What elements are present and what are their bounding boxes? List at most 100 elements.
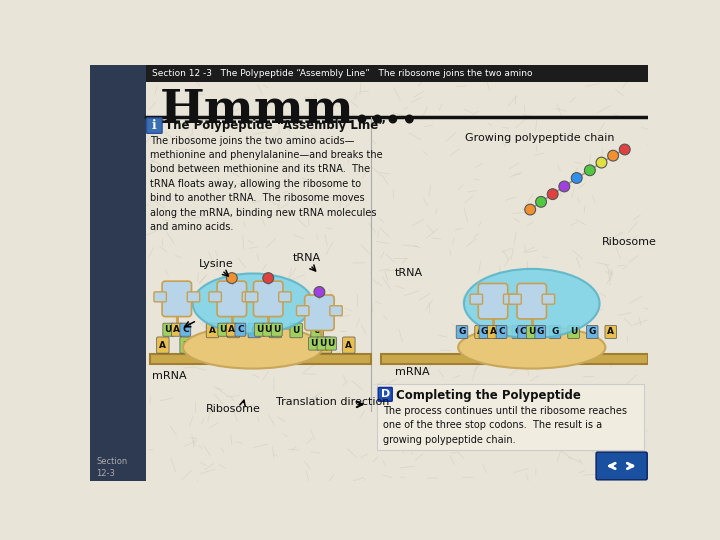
FancyBboxPatch shape xyxy=(273,337,285,353)
Text: C: C xyxy=(515,327,521,336)
Text: A: A xyxy=(490,327,497,336)
Text: The ribosome joins the two amino acids—
methionine and phenylalanine—and breaks : The ribosome joins the two amino acids— … xyxy=(150,136,383,232)
FancyBboxPatch shape xyxy=(542,294,554,304)
Text: G: G xyxy=(481,327,488,336)
Text: tRNA: tRNA xyxy=(293,253,321,264)
FancyBboxPatch shape xyxy=(290,323,302,338)
FancyBboxPatch shape xyxy=(180,323,191,336)
Text: C: C xyxy=(276,341,282,349)
Circle shape xyxy=(571,173,582,184)
Bar xyxy=(150,354,372,364)
Text: Section 12 -3   The Polypeptide “Assembly Line”   The ribosome joins the two ami: Section 12 -3 The Polypeptide “Assembly … xyxy=(152,69,533,78)
FancyBboxPatch shape xyxy=(157,337,169,353)
Text: G: G xyxy=(588,327,596,336)
FancyBboxPatch shape xyxy=(309,337,320,350)
Circle shape xyxy=(608,150,618,161)
FancyBboxPatch shape xyxy=(226,337,239,353)
Circle shape xyxy=(263,273,274,284)
Text: Growing polypeptide chain: Growing polypeptide chain xyxy=(464,133,614,143)
FancyBboxPatch shape xyxy=(509,294,521,304)
Text: U: U xyxy=(256,325,264,334)
FancyBboxPatch shape xyxy=(228,323,240,338)
FancyBboxPatch shape xyxy=(496,326,507,339)
Bar xyxy=(145,65,648,82)
Text: A: A xyxy=(322,341,329,349)
FancyBboxPatch shape xyxy=(549,326,561,339)
FancyBboxPatch shape xyxy=(248,323,261,338)
Circle shape xyxy=(314,287,325,298)
FancyBboxPatch shape xyxy=(250,337,262,353)
Text: U: U xyxy=(165,325,172,334)
Text: mRNA: mRNA xyxy=(395,367,429,376)
Text: U: U xyxy=(313,326,321,335)
Text: U: U xyxy=(533,327,540,336)
Text: U: U xyxy=(252,341,259,349)
FancyBboxPatch shape xyxy=(154,292,166,302)
Text: A: A xyxy=(230,326,237,335)
Ellipse shape xyxy=(464,269,600,338)
FancyBboxPatch shape xyxy=(531,326,542,339)
FancyBboxPatch shape xyxy=(235,323,246,336)
Text: A: A xyxy=(477,327,484,336)
Text: U: U xyxy=(182,341,190,349)
FancyBboxPatch shape xyxy=(217,281,246,316)
FancyBboxPatch shape xyxy=(493,326,505,339)
FancyBboxPatch shape xyxy=(605,326,616,339)
FancyBboxPatch shape xyxy=(243,292,255,302)
Text: A: A xyxy=(209,326,216,335)
Text: The Polypeptide “Assembly Line”: The Polypeptide “Assembly Line” xyxy=(165,119,386,132)
Circle shape xyxy=(585,165,595,176)
Text: A: A xyxy=(174,325,180,334)
FancyBboxPatch shape xyxy=(470,294,482,304)
FancyBboxPatch shape xyxy=(503,294,516,304)
Text: D: D xyxy=(381,389,390,400)
FancyBboxPatch shape xyxy=(517,284,546,319)
FancyBboxPatch shape xyxy=(330,306,342,316)
Text: G: G xyxy=(206,341,213,349)
FancyBboxPatch shape xyxy=(512,326,523,339)
FancyBboxPatch shape xyxy=(209,292,221,302)
Text: U: U xyxy=(528,327,536,336)
Text: Completing the Polypeptide: Completing the Polypeptide xyxy=(396,389,581,402)
Text: U: U xyxy=(229,341,236,349)
Circle shape xyxy=(536,197,546,207)
FancyBboxPatch shape xyxy=(378,387,392,401)
Text: A: A xyxy=(607,327,614,336)
Text: C: C xyxy=(520,327,526,336)
FancyBboxPatch shape xyxy=(187,292,199,302)
FancyBboxPatch shape xyxy=(586,326,598,339)
Circle shape xyxy=(596,157,607,168)
Text: A: A xyxy=(159,341,166,349)
FancyBboxPatch shape xyxy=(254,323,265,336)
FancyBboxPatch shape xyxy=(206,323,219,338)
Ellipse shape xyxy=(458,326,606,369)
FancyBboxPatch shape xyxy=(474,326,487,339)
Text: U: U xyxy=(264,325,272,334)
FancyBboxPatch shape xyxy=(180,337,192,353)
FancyBboxPatch shape xyxy=(226,323,238,336)
FancyBboxPatch shape xyxy=(526,326,537,339)
FancyBboxPatch shape xyxy=(568,326,580,339)
FancyBboxPatch shape xyxy=(325,337,336,350)
Text: G: G xyxy=(251,326,258,335)
FancyBboxPatch shape xyxy=(147,118,162,133)
FancyBboxPatch shape xyxy=(253,281,283,316)
Text: Ribosome: Ribosome xyxy=(206,403,261,414)
FancyBboxPatch shape xyxy=(518,326,528,339)
Ellipse shape xyxy=(183,326,323,369)
Circle shape xyxy=(559,181,570,192)
Circle shape xyxy=(525,204,536,215)
Text: Translation direction: Translation direction xyxy=(276,397,390,407)
FancyBboxPatch shape xyxy=(271,323,282,336)
FancyBboxPatch shape xyxy=(162,281,192,316)
FancyBboxPatch shape xyxy=(296,337,309,353)
Text: U: U xyxy=(271,326,279,335)
FancyBboxPatch shape xyxy=(320,337,332,353)
FancyBboxPatch shape xyxy=(163,323,174,336)
FancyBboxPatch shape xyxy=(311,323,323,338)
FancyBboxPatch shape xyxy=(478,284,508,319)
Ellipse shape xyxy=(193,273,312,334)
Text: U: U xyxy=(310,339,318,348)
Text: C: C xyxy=(237,325,243,334)
FancyBboxPatch shape xyxy=(317,337,328,350)
